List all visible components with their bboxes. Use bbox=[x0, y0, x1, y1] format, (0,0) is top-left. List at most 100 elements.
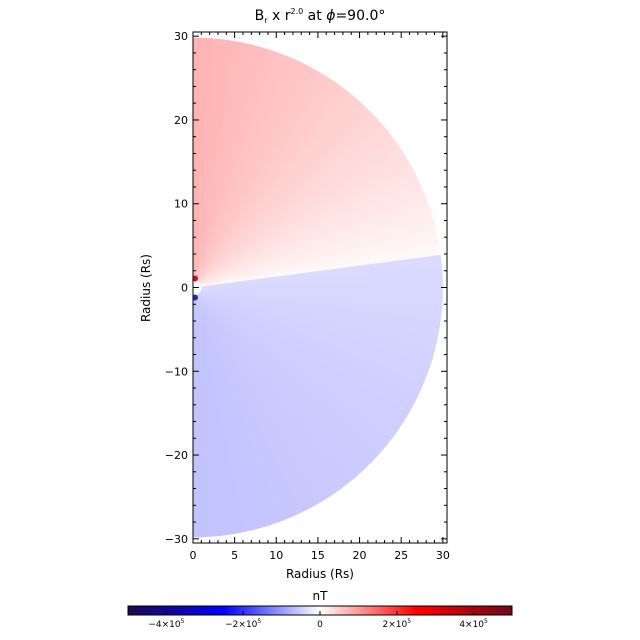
field-wedge bbox=[201, 287, 443, 301]
field-wedge bbox=[197, 73, 330, 281]
y-tick-label: 30 bbox=[174, 30, 188, 43]
y-tick-label: 20 bbox=[174, 114, 188, 127]
field-wedge bbox=[200, 290, 422, 396]
field-wedge bbox=[198, 293, 352, 486]
field-wedge bbox=[196, 294, 314, 511]
field-wedge bbox=[199, 134, 396, 283]
field-wedge bbox=[194, 42, 252, 280]
field-wedge bbox=[200, 161, 413, 284]
field-wedge bbox=[196, 61, 307, 281]
field-wedge bbox=[201, 288, 443, 314]
field-wedge bbox=[199, 119, 383, 283]
field-wedge bbox=[195, 49, 277, 280]
field-wedge bbox=[199, 128, 392, 283]
field-wedge bbox=[194, 40, 239, 280]
colorbar-tick-label: −4×105 bbox=[148, 618, 184, 630]
field-wedge bbox=[197, 77, 335, 281]
field-wedge bbox=[197, 80, 340, 281]
field-wedge bbox=[198, 105, 370, 282]
field-wedge bbox=[195, 53, 289, 280]
field-wedge bbox=[200, 166, 416, 284]
field-wedge bbox=[194, 44, 258, 280]
field-wedge bbox=[199, 114, 379, 282]
south-pole-spot bbox=[193, 294, 198, 301]
field-wedge bbox=[201, 288, 442, 321]
field-wedge bbox=[194, 39, 233, 280]
field-wedge bbox=[200, 155, 410, 284]
field-wedge bbox=[199, 292, 393, 445]
field-wedge bbox=[199, 292, 385, 455]
field-wedge bbox=[201, 288, 439, 340]
field-wedge bbox=[199, 291, 407, 424]
north-pole-spot bbox=[193, 275, 198, 282]
field-wedge bbox=[200, 289, 434, 365]
field-wedge bbox=[197, 294, 347, 490]
field-wedge bbox=[200, 290, 425, 390]
y-axis-ticks: 30 20 10 0 −10 −20 −30 bbox=[165, 30, 447, 546]
colorbar-tick-label: 2×105 bbox=[383, 618, 412, 630]
y-axis-label: Radius (Rs) bbox=[139, 254, 153, 322]
field-wedge bbox=[197, 70, 324, 281]
field-wedge bbox=[199, 292, 389, 450]
field-wedge bbox=[197, 294, 331, 501]
field-wedge bbox=[198, 293, 362, 478]
field-wedge bbox=[201, 289, 437, 353]
field-wedge bbox=[200, 291, 417, 407]
field-wedge bbox=[199, 144, 403, 283]
field-wedge bbox=[198, 88, 351, 282]
x-tick-label: 10 bbox=[269, 549, 283, 562]
x-axis-ticks: 0 5 10 15 20 25 30 bbox=[190, 32, 450, 562]
field-wedge bbox=[198, 293, 357, 482]
field-wedge bbox=[195, 45, 264, 280]
field-wedge bbox=[199, 293, 380, 460]
colorbar-ticks: −4×105 −2×105 0 2×105 4×105 bbox=[148, 611, 488, 630]
field-wedge bbox=[201, 287, 443, 308]
field-wedge bbox=[199, 149, 407, 284]
field-wedge bbox=[193, 37, 213, 280]
field-wedge bbox=[197, 294, 342, 494]
x-tick-label: 5 bbox=[231, 549, 238, 562]
field-wedge bbox=[198, 92, 356, 282]
field-wedge bbox=[201, 288, 441, 327]
field-wedge bbox=[200, 290, 430, 378]
field-wedge bbox=[198, 100, 365, 282]
field-wedge bbox=[196, 58, 301, 280]
x-tick-label: 0 bbox=[190, 549, 197, 562]
field-wedge bbox=[199, 139, 399, 283]
field-wedge bbox=[200, 291, 420, 401]
field-wedge bbox=[199, 291, 404, 430]
field-wedge bbox=[196, 67, 318, 281]
field-wedge bbox=[197, 294, 336, 498]
field-wedge bbox=[200, 290, 427, 384]
field-wedge bbox=[201, 285, 443, 295]
field-wedge bbox=[193, 37, 200, 280]
field-wedge bbox=[196, 56, 295, 280]
colorbar-tick-label: 4×105 bbox=[459, 618, 488, 630]
field-wedge bbox=[198, 96, 361, 282]
colorbar-title: nT bbox=[313, 589, 329, 603]
colorbar-tick-label: 0 bbox=[317, 620, 323, 630]
x-tick-label: 30 bbox=[436, 549, 450, 562]
field-wedge bbox=[196, 64, 313, 281]
x-axis-label: Radius (Rs) bbox=[286, 567, 354, 581]
field-wedge bbox=[200, 291, 414, 413]
field-wedge bbox=[195, 47, 271, 280]
field-wedge bbox=[201, 288, 441, 334]
chart-title: Br x r2.0 at ϕ=90.0° bbox=[255, 7, 386, 25]
field-wedge bbox=[200, 291, 411, 419]
x-tick-label: 15 bbox=[311, 549, 325, 562]
field-wedge bbox=[199, 292, 400, 435]
field-wedge bbox=[201, 289, 438, 346]
field-wedge bbox=[194, 41, 245, 280]
field-wedge bbox=[198, 109, 375, 282]
field-wedge bbox=[198, 293, 371, 469]
field-wedge bbox=[200, 290, 432, 371]
field-wedge bbox=[199, 123, 388, 283]
field-wedge bbox=[198, 293, 376, 465]
field-wedge bbox=[197, 294, 326, 504]
colorbar-tick-label: −2×105 bbox=[225, 618, 261, 630]
field-wedge bbox=[193, 38, 226, 280]
y-tick-label: 10 bbox=[174, 198, 188, 211]
field-wedge bbox=[195, 51, 283, 280]
